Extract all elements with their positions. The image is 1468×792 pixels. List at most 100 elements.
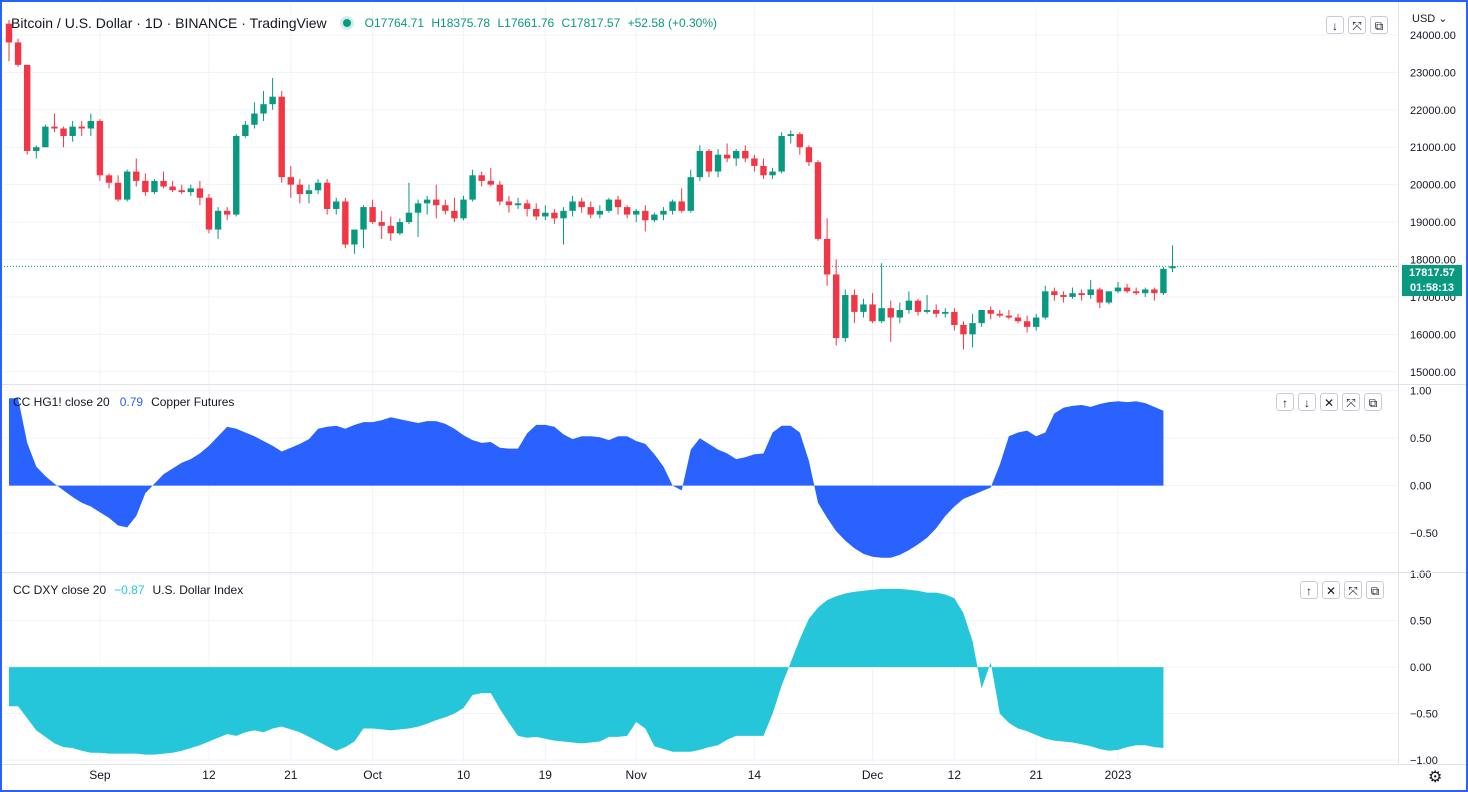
y-tick-label: 23000.00: [1410, 67, 1456, 79]
candle-body: [851, 295, 858, 312]
candle-body: [1069, 293, 1076, 297]
maximize-pane-button[interactable]: ⧉: [1364, 393, 1382, 411]
copper-indicator-label[interactable]: CC HG1! close 20: [13, 395, 110, 409]
candle-body: [460, 199, 467, 219]
bar-countdown: 01:58:13: [1409, 282, 1455, 294]
main-legend: Bitcoin / U.S. Dollar · 1D · BINANCE · T…: [11, 15, 717, 31]
candle-body: [14, 42, 22, 65]
candle-body: [469, 175, 476, 200]
candle-body: [1142, 289, 1149, 294]
candle-body: [1078, 293, 1085, 296]
candle-body: [1051, 291, 1058, 296]
candle-body: [269, 96, 276, 105]
candle-body: [123, 171, 131, 200]
candle-body: [714, 154, 722, 172]
candle-body: [223, 210, 231, 215]
candle-body: [705, 150, 713, 172]
candle-body: [687, 177, 694, 211]
move-up-button[interactable]: ↑: [1300, 581, 1318, 599]
candle-body: [1169, 266, 1176, 269]
move-up-button[interactable]: ↑: [1276, 393, 1294, 411]
candle-body: [1096, 289, 1103, 303]
candle-body: [233, 135, 240, 215]
candle-body: [133, 171, 140, 181]
currency-selector[interactable]: USD ⌄: [1412, 13, 1448, 25]
maximize-pane-button[interactable]: ⧉: [1370, 16, 1388, 34]
remove-pane-button[interactable]: ✕: [1320, 393, 1338, 411]
candle-body: [160, 180, 167, 187]
last-price: 17817.57: [1409, 267, 1455, 279]
candle-body: [287, 177, 294, 185]
collapse-pane-button[interactable]: ⤧: [1348, 16, 1366, 34]
y-tick-label: 0.00: [1410, 481, 1431, 493]
candle-body: [1123, 287, 1131, 292]
candle-body: [205, 197, 213, 230]
collapse-pane-button[interactable]: ⤧: [1342, 393, 1360, 411]
x-tick-label: Dec: [862, 768, 883, 782]
move-down-button[interactable]: ↓: [1298, 393, 1316, 411]
x-tick-label: 14: [748, 768, 762, 782]
symbol-title[interactable]: Bitcoin / U.S. Dollar · 1D · BINANCE · T…: [11, 15, 327, 31]
candle-body: [514, 203, 522, 206]
y-tick-label: 16000.00: [1410, 329, 1456, 341]
x-tick-label: Oct: [363, 768, 382, 782]
candle-body: [887, 308, 894, 318]
candle-body: [923, 310, 931, 312]
candle-body: [314, 182, 322, 191]
candle-body: [569, 201, 576, 211]
maximize-pane-button[interactable]: ⧉: [1366, 581, 1384, 599]
candle-body: [1023, 321, 1031, 327]
candle-body: [296, 184, 304, 194]
remove-pane-button[interactable]: ✕: [1322, 581, 1340, 599]
candle-body: [932, 310, 940, 314]
candle-body: [978, 310, 985, 324]
candle-body: [323, 182, 331, 209]
y-tick-label: −1.00: [1410, 755, 1438, 767]
gear-icon[interactable]: ⚙: [1428, 769, 1443, 786]
candle-body: [614, 199, 622, 208]
candle-body: [33, 147, 40, 151]
dxy-legend: CC DXY close 20 −0.87 U.S. Dollar Index: [13, 583, 243, 597]
candle-body: [78, 126, 85, 129]
candle-body: [1160, 268, 1167, 294]
candle-body: [414, 203, 422, 213]
low-value: 17661.76: [504, 16, 555, 30]
candle-body: [1105, 291, 1113, 303]
candle-body: [896, 310, 904, 318]
move-down-button[interactable]: ↓: [1326, 16, 1344, 34]
candle-body: [796, 134, 804, 148]
x-tick-label: Sep: [89, 768, 111, 782]
candle-body: [733, 150, 740, 159]
candle-body: [151, 180, 158, 193]
collapse-pane-button[interactable]: ⤧: [1344, 581, 1362, 599]
copper-indicator-value: 0.79: [119, 395, 144, 409]
candle-body: [814, 162, 822, 239]
y-tick-label: 1.00: [1410, 569, 1431, 581]
candle-body: [451, 210, 458, 219]
x-tick-label: 2023: [1105, 768, 1132, 782]
x-tick-label: 10: [457, 768, 471, 782]
y-tick-label: 20000.00: [1410, 180, 1456, 192]
change-value: +52.58 (+0.30%): [627, 16, 718, 30]
candle-body: [51, 126, 58, 129]
candle-body: [960, 324, 967, 335]
candle-body: [278, 96, 285, 178]
y-tick-label: −0.50: [1410, 528, 1438, 540]
candle-body: [605, 199, 613, 211]
candle-body: [1014, 317, 1022, 322]
candle-body: [951, 311, 958, 325]
candle-body: [496, 184, 504, 202]
candle-body: [96, 121, 104, 176]
candle-body: [551, 212, 558, 219]
candle-body: [623, 207, 631, 215]
candle-body: [1151, 289, 1158, 294]
y-tick-label: 18000.00: [1410, 254, 1456, 266]
y-tick-label: −0.50: [1410, 709, 1438, 721]
candle-body: [832, 274, 840, 339]
candle-body: [578, 201, 585, 208]
dxy-indicator-label[interactable]: CC DXY close 20: [13, 583, 107, 597]
candle-body: [787, 134, 794, 136]
candle-body: [542, 212, 549, 217]
